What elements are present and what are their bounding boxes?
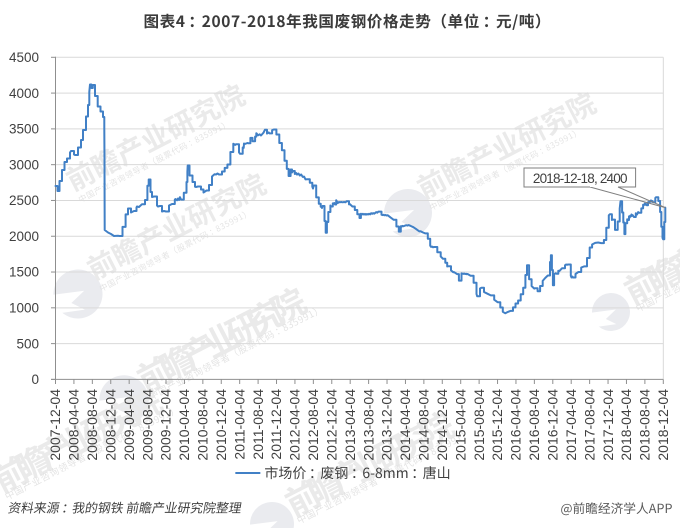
svg-text:2017-08-04: 2017-08-04 (581, 389, 597, 461)
svg-text:1000: 1000 (9, 301, 39, 316)
svg-text:2000: 2000 (9, 229, 39, 244)
svg-text:2017-04-04: 2017-04-04 (563, 389, 579, 461)
svg-text:4500: 4500 (9, 50, 39, 65)
svg-text:2011-04-04: 2011-04-04 (231, 389, 247, 460)
svg-text:2012-04-04: 2012-04-04 (287, 389, 303, 461)
svg-text:2013-08-04: 2013-08-04 (360, 389, 376, 461)
svg-text:2014-04-04: 2014-04-04 (397, 389, 413, 461)
svg-text:2015-08-04: 2015-08-04 (471, 389, 487, 461)
svg-text:2011-08-04: 2011-08-04 (250, 389, 266, 460)
svg-text:2008-04-04: 2008-04-04 (66, 389, 82, 461)
svg-text:2010-12-04: 2010-12-04 (213, 389, 229, 461)
svg-text:2018-04-04: 2018-04-04 (618, 389, 634, 461)
svg-text:2009-04-04: 2009-04-04 (121, 389, 137, 461)
svg-text:2011-12-04: 2011-12-04 (268, 389, 284, 460)
svg-text:2012-12-04: 2012-12-04 (323, 389, 339, 461)
svg-text:2017-12-04: 2017-12-04 (600, 389, 616, 461)
svg-text:2015-04-04: 2015-04-04 (452, 389, 468, 461)
svg-text:2012-08-04: 2012-08-04 (305, 389, 321, 461)
svg-text:4000: 4000 (9, 86, 39, 101)
svg-text:2009-08-04: 2009-08-04 (139, 389, 155, 461)
svg-text:3000: 3000 (9, 157, 39, 172)
svg-text:3500: 3500 (9, 122, 39, 137)
svg-text:0: 0 (31, 372, 39, 387)
svg-text:2009-12-04: 2009-12-04 (158, 389, 174, 461)
svg-text:2008-08-04: 2008-08-04 (84, 389, 100, 461)
svg-text:1500: 1500 (9, 265, 39, 280)
svg-text:2015-12-04: 2015-12-04 (489, 389, 505, 461)
svg-text:2010-04-04: 2010-04-04 (176, 389, 192, 461)
svg-text:500: 500 (16, 336, 39, 351)
svg-text:2016-12-04: 2016-12-04 (544, 389, 560, 461)
svg-text:2008-12-04: 2008-12-04 (102, 389, 118, 461)
svg-text:2014-12-04: 2014-12-04 (434, 389, 450, 461)
svg-text:2018-12-18, 2400: 2018-12-18, 2400 (533, 171, 627, 186)
svg-text:2007-12-04: 2007-12-04 (47, 389, 63, 461)
svg-text:2013-12-04: 2013-12-04 (379, 389, 395, 461)
svg-text:2018-12-04: 2018-12-04 (655, 389, 671, 461)
svg-text:2016-08-04: 2016-08-04 (526, 389, 542, 461)
svg-text:2500: 2500 (9, 193, 39, 208)
svg-text:2018-08-04: 2018-08-04 (637, 389, 653, 461)
svg-text:2016-04-04: 2016-04-04 (508, 389, 524, 461)
svg-text:2010-08-04: 2010-08-04 (195, 389, 211, 461)
svg-text:2014-08-04: 2014-08-04 (416, 389, 432, 461)
svg-text:2013-04-04: 2013-04-04 (342, 389, 358, 461)
